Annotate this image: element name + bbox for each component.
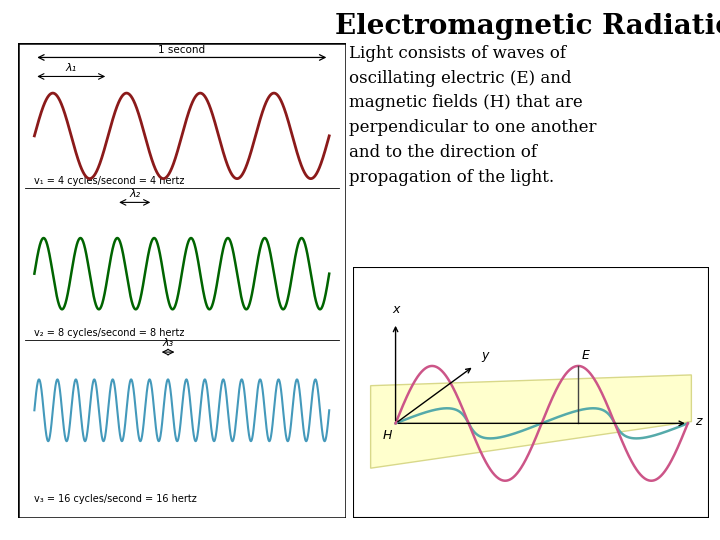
Text: λ₂: λ₂ [129,188,140,199]
Text: 1 second: 1 second [158,45,205,55]
Text: y: y [481,349,488,362]
Text: Light consists of waves of
oscillating electric (E) and
magnetic fields (H) that: Light consists of waves of oscillating e… [349,45,597,186]
Text: v₂ = 8 cycles/second = 8 hertz: v₂ = 8 cycles/second = 8 hertz [35,328,185,338]
Text: λ₁: λ₁ [66,63,77,73]
Polygon shape [371,375,691,468]
Text: z: z [695,415,701,428]
Text: Electromagnetic Radiation: Electromagnetic Radiation [335,14,720,40]
Text: x: x [392,303,400,316]
Text: v₁ = 4 cycles/second = 4 hertz: v₁ = 4 cycles/second = 4 hertz [35,176,185,186]
Text: E: E [582,349,590,362]
Text: v₃ = 16 cycles/second = 16 hertz: v₃ = 16 cycles/second = 16 hertz [35,494,197,504]
Text: λ₃: λ₃ [163,338,174,348]
Text: H: H [382,429,392,442]
